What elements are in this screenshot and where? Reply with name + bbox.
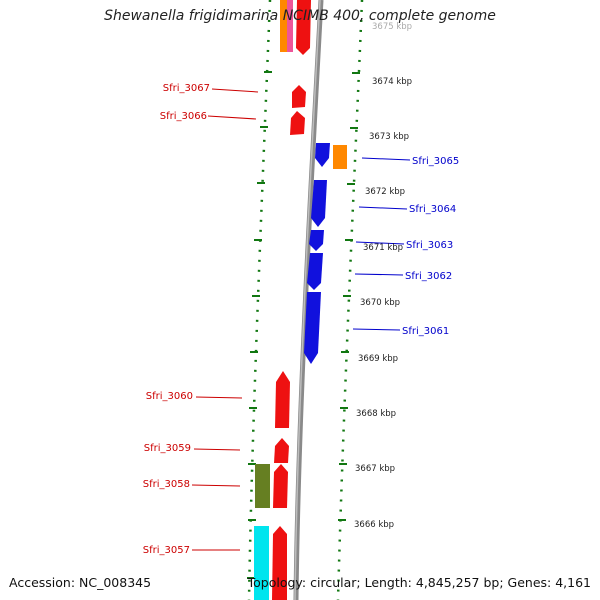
scale-label: 3669 kbp <box>358 354 398 364</box>
gene-sfri-3060[interactable] <box>275 371 290 428</box>
gene-label[interactable]: Sfri_3057 <box>143 545 190 556</box>
gene-sfri-3066[interactable] <box>290 111 305 135</box>
gene-label[interactable]: Sfri_3059 <box>144 443 191 454</box>
gene-top-orange <box>280 0 289 52</box>
scale-label: 3672 kbp <box>365 187 405 197</box>
gene-labels-right: Sfri_3065 Sfri_3064 Sfri_3063 Sfri_3062 … <box>402 156 459 337</box>
scale-label: 3673 kbp <box>369 132 409 142</box>
scale-dotted-ring <box>336 0 364 600</box>
left-label-connectors <box>191 88 259 551</box>
right-label-connectors <box>352 157 411 331</box>
gene-label[interactable]: Sfri_3061 <box>402 326 449 337</box>
scale-ring-ticks <box>338 72 360 521</box>
gene-label[interactable]: Sfri_3058 <box>143 479 190 490</box>
gene-sfri-3065[interactable] <box>315 143 330 167</box>
gene-label[interactable]: Sfri_3062 <box>405 271 452 282</box>
gene-sfri-3059[interactable] <box>274 438 289 463</box>
gene-orange-small[interactable] <box>333 145 347 169</box>
gene-label[interactable]: Sfri_3067 <box>163 83 210 94</box>
gene-label[interactable]: Sfri_3065 <box>412 156 459 167</box>
scale-label: 3671 kbp <box>363 243 403 253</box>
gene-sfri-3062[interactable] <box>307 253 323 290</box>
gene-sfri-3067[interactable] <box>292 85 306 108</box>
outer-ring-ticks <box>247 71 272 579</box>
scale-label: 3666 kbp <box>354 520 394 530</box>
scale-label: 3667 kbp <box>355 464 395 474</box>
scale-label: 3668 kbp <box>356 409 396 419</box>
top-gene-cluster <box>280 0 311 55</box>
scale-label: 3670 kbp <box>360 298 400 308</box>
gene-sfri-3058[interactable] <box>273 464 288 508</box>
gene-label[interactable]: Sfri_3066 <box>160 111 207 122</box>
gene-label[interactable]: Sfri_3063 <box>406 240 453 251</box>
scale-labels: 3675 kbp 3674 kbp 3673 kbp 3672 kbp 3671… <box>354 22 412 530</box>
accession-text: Accession: NC_008345 <box>9 575 152 590</box>
genome-backbone <box>293 0 324 600</box>
gene-label[interactable]: Sfri_3060 <box>146 391 193 402</box>
scale-label: 3674 kbp <box>372 77 412 87</box>
gene-label[interactable]: Sfri_3064 <box>409 204 456 215</box>
gene-top-pink <box>287 0 293 52</box>
gene-sfri-3061[interactable] <box>304 292 321 364</box>
outer-dotted-ring <box>247 0 272 600</box>
gene-labels-left: Sfri_3067 Sfri_3066 Sfri_3060 Sfri_3059 … <box>143 83 210 556</box>
genome-backbone-highlight <box>294 0 321 600</box>
gene-sfri-3064[interactable] <box>311 180 327 227</box>
gene-sfri-3057[interactable] <box>272 526 287 600</box>
gene-sfri-3063[interactable] <box>309 230 324 251</box>
scale-label: 3675 kbp <box>372 22 412 32</box>
gene-olive[interactable] <box>255 464 270 508</box>
gene-top-red <box>296 0 311 55</box>
gene-cyan[interactable] <box>254 526 269 600</box>
map-title: Shewanella frigidimarina NCIMB 400, comp… <box>104 8 496 24</box>
genome-summary-text: Topology: circular; Length: 4,845,257 bp… <box>247 575 591 590</box>
